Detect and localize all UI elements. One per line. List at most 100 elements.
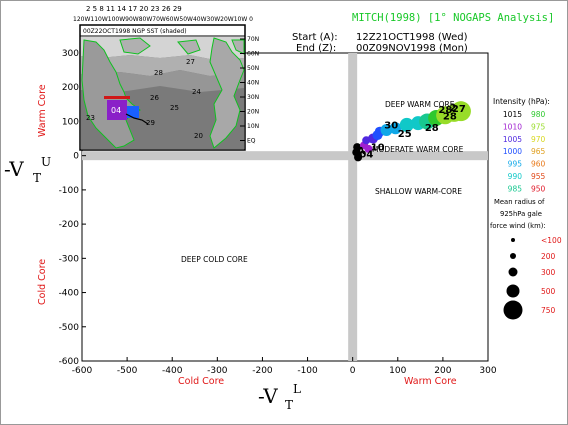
track-label: 28 xyxy=(443,112,457,123)
x-tick-label: -500 xyxy=(117,366,138,376)
legend-intensity-left: 995 xyxy=(508,160,523,169)
x-tick-label: -300 xyxy=(207,366,228,376)
start-label: Start (A): xyxy=(292,32,338,43)
legend-intensity-right: 970 xyxy=(531,135,546,144)
legend-radius-title-2: 925hPa gale xyxy=(500,210,542,218)
inset-lat-label: 40N xyxy=(247,80,259,87)
legend-radius-dot xyxy=(508,267,518,277)
x-left-label: Cold Core xyxy=(178,376,224,387)
y-tick-label: 200 xyxy=(62,83,79,93)
legend-intensity-left: 990 xyxy=(508,172,523,181)
legend-radius-label: 750 xyxy=(541,306,556,315)
axis-ticks: -600 -500 -400 -300 -200 -100 0 100 200 300 -600 -5… xyxy=(59,49,497,376)
legend-radius-label: 200 xyxy=(541,252,556,261)
legend-radius-label: 300 xyxy=(541,268,556,277)
track-point xyxy=(450,101,471,122)
inset-lat-label: 20N xyxy=(247,109,259,116)
inset-top-lon-row2: 120W110W100W90W80W70W60W50W40W30W20W10W … xyxy=(73,16,253,23)
x-axis-title: -V T L xyxy=(258,382,301,412)
legend-intensity-right: 975 xyxy=(531,122,546,131)
track-label: 10 xyxy=(371,143,385,154)
y-tick-label: -500 xyxy=(59,323,80,333)
inset-lat-label: 60N xyxy=(247,51,259,58)
track-point xyxy=(354,153,363,162)
inset-storm-box xyxy=(107,100,127,120)
sst-label: 25 xyxy=(170,104,179,112)
legend-intensity-right: 955 xyxy=(531,172,546,181)
y-tick-label: 300 xyxy=(62,49,79,59)
legend-intensity-title: Intensity (hPa): xyxy=(493,97,550,106)
x-tick-label: 300 xyxy=(479,366,496,376)
legend-intensity-right: 950 xyxy=(531,184,546,193)
y-bottom-label: Cold Core xyxy=(37,259,48,305)
track-label: 27 xyxy=(452,104,466,115)
sst-label: 24 xyxy=(192,88,201,96)
x-axis-title-sup: L xyxy=(293,382,301,396)
track-label: A xyxy=(357,146,365,157)
track-point xyxy=(399,117,414,132)
region-deep-cold: DEEP COLD CORE xyxy=(181,255,248,264)
y-axis-title-sup: U xyxy=(41,155,51,169)
end-label: End (Z): xyxy=(296,43,336,54)
legend-radius-dot xyxy=(506,284,520,298)
y-tick-label: -600 xyxy=(59,357,80,367)
x-axis-title-sub: T xyxy=(285,398,293,412)
track-point xyxy=(380,124,393,136)
track-label: 2 xyxy=(450,103,457,114)
y-tick-label: -200 xyxy=(59,220,80,230)
x-tick-label: 0 xyxy=(350,366,356,376)
track-label: 30 xyxy=(384,120,398,131)
legend-radius-label: 500 xyxy=(541,287,556,296)
legend-intensity-left: 1010 xyxy=(503,122,522,131)
plot-area xyxy=(81,52,489,362)
legend-intensity-right: 980 xyxy=(531,110,546,119)
legend-radius-dot xyxy=(503,300,523,320)
y-tick-label: -100 xyxy=(59,186,80,196)
x-tick-label: -600 xyxy=(72,366,93,376)
inset-map: 2 5 8 11 14 17 20 23 26 29 120W110W100W9… xyxy=(73,5,259,151)
track-label: 28 xyxy=(438,105,452,116)
x-right-label: Warm Core xyxy=(404,376,457,387)
y-top-label: Warm Core xyxy=(37,84,48,137)
end-value: 00Z09NOV1998 (Mon) xyxy=(356,43,468,54)
sst-label: 23 xyxy=(86,114,95,122)
track-label: 28 xyxy=(425,123,439,134)
legend-intensity-rows: 1015 980 1010 975 1005 970 1000 965 995 960 990 955… xyxy=(503,110,546,193)
legend-radius-title-3: force wind (km): xyxy=(490,222,546,230)
chart-title: MITCH(1998) [1° NOGAPS Analysis] xyxy=(352,12,554,24)
legend-intensity-left: 1015 xyxy=(503,110,522,119)
inset-lat-label: 70N xyxy=(247,36,259,43)
legend-intensity-left: 1005 xyxy=(503,135,522,144)
region-deep-warm: DEEP WARM CORE xyxy=(385,100,455,109)
start-value: 12Z21OCT1998 (Wed) xyxy=(356,32,468,43)
legend-intensity-right: 965 xyxy=(531,147,546,156)
sst-label: 20 xyxy=(194,132,203,140)
zero-band-vertical xyxy=(348,53,358,361)
zero-band-horizontal xyxy=(82,151,488,161)
y-axis-title: -V T U xyxy=(4,155,51,185)
legend-intensity-left: 1000 xyxy=(503,147,522,156)
y-axis-title-main: -V xyxy=(4,157,24,181)
track-point xyxy=(364,144,373,153)
legend-radius-rows: <100 200 300 500 750 xyxy=(503,236,562,320)
inset-lat-label: 30N xyxy=(247,94,259,101)
x-tick-label: -100 xyxy=(297,366,318,376)
x-tick-label: 200 xyxy=(434,366,451,376)
track-points xyxy=(352,101,471,162)
sst-label: 28 xyxy=(154,69,163,77)
y-tick-label: 100 xyxy=(62,117,79,127)
legend-radius-title-1: Mean radius of xyxy=(494,198,545,206)
inset-storm-label: 04 xyxy=(111,106,121,115)
region-moderate-warm: MODERATE WARM CORE xyxy=(372,145,464,154)
inset-title: 00Z22OCT1998 NGP SST (shaded) xyxy=(83,28,187,35)
track-point xyxy=(353,143,362,152)
x-axis-title-main: -V xyxy=(258,384,278,408)
track-point xyxy=(389,122,402,135)
inset-lat-label: EQ xyxy=(247,138,256,145)
legend-radius-dot xyxy=(511,238,515,242)
legend-intensity-right: 960 xyxy=(531,160,546,169)
inset-top-lon-row1: 2 5 8 11 14 17 20 23 26 29 xyxy=(86,5,182,13)
y-tick-label: -400 xyxy=(59,289,80,299)
